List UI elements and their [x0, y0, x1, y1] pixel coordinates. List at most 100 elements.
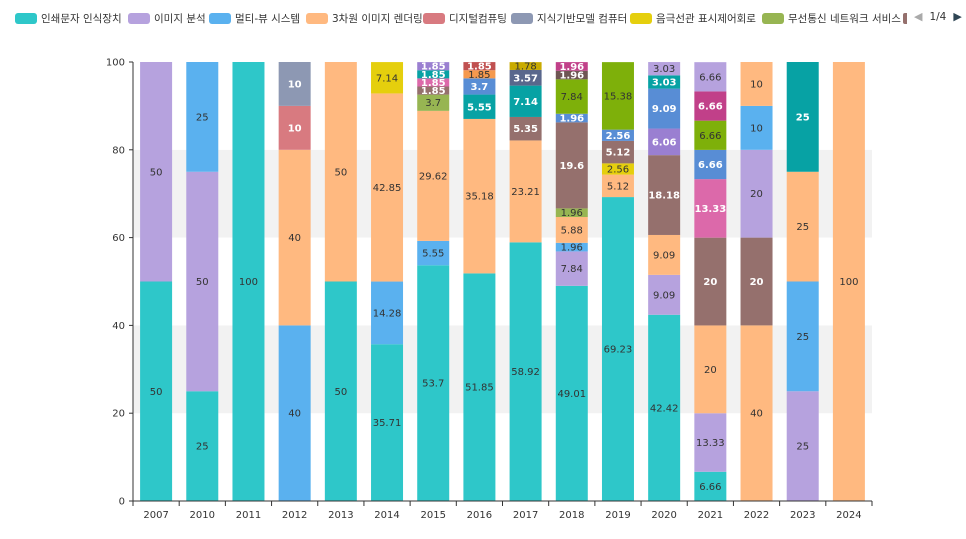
- bar-value-label: 1.85: [421, 78, 446, 89]
- legend-item[interactable]: 무선통신 네트워크 서비스: [762, 10, 901, 26]
- bar-value-label: 3.03: [652, 77, 677, 88]
- bar-value-label: 7.84: [561, 92, 583, 103]
- bar-segment: [648, 88, 681, 129]
- bar-segment: [648, 155, 681, 235]
- bar-value-label: 3.57: [513, 73, 538, 84]
- bar-value-label: 3.7: [471, 82, 489, 93]
- legend-item[interactable]: 멀티-뷰 시스템: [209, 10, 300, 26]
- bar-value-label: 3.7: [425, 98, 441, 109]
- legend-item[interactable]: 음극선관 표시제어회로: [630, 10, 756, 26]
- bar-segment: [555, 79, 588, 114]
- bar-segment: [786, 281, 819, 392]
- legend-item[interactable]: 인쇄문자 인식장치: [15, 10, 122, 26]
- bar-segment: [694, 120, 727, 150]
- bar-value-label: 25: [796, 332, 809, 343]
- bar-value-label: 100: [239, 277, 258, 288]
- bar-segment: [648, 314, 681, 501]
- legend-swatch: [423, 12, 445, 24]
- bar-value-label: 1.96: [561, 243, 583, 254]
- bar-segment: [740, 237, 773, 326]
- bar-segment: [555, 113, 588, 123]
- bar-segment: [694, 179, 727, 238]
- y-tick-label: 0: [119, 497, 125, 508]
- bar-segment: [186, 62, 219, 172]
- y-tick-label: 40: [112, 321, 125, 332]
- bar-segment: [601, 163, 634, 175]
- bar-value-label: 5.55: [467, 102, 492, 113]
- bar-segment: [509, 85, 542, 117]
- bar-segment: [832, 62, 865, 501]
- bar-segment: [371, 62, 404, 94]
- bar-value-label: 25: [796, 222, 809, 233]
- bar-value-label: 7.84: [561, 264, 583, 275]
- bar-value-label: 51.85: [465, 383, 494, 394]
- bar-value-label: 6.66: [699, 72, 721, 83]
- bar-value-label: 35.71: [373, 418, 402, 429]
- x-tick-label: 2019: [605, 510, 630, 521]
- bar-segment: [509, 242, 542, 502]
- pager-next-icon[interactable]: ▶: [953, 10, 962, 23]
- bar-segment: [417, 78, 450, 87]
- legend-item[interactable]: 디지털컴퓨팅: [423, 10, 507, 26]
- x-tick-label: 2011: [236, 510, 261, 521]
- bar-segment: [648, 75, 681, 89]
- bar-segment: [740, 325, 773, 501]
- bar-segment: [694, 413, 727, 472]
- x-tick-label: 2016: [467, 510, 492, 521]
- bar-segment: [555, 62, 588, 71]
- bar-segment: [648, 274, 681, 315]
- bar-segment: [463, 62, 496, 71]
- bar-value-label: 6.66: [699, 482, 721, 493]
- bar-value-label: 10: [288, 123, 302, 134]
- bar-segment: [555, 251, 588, 286]
- legend-swatch: [762, 12, 784, 24]
- bar-value-label: 2.56: [606, 131, 631, 142]
- bar-value-label: 6.06: [652, 137, 677, 148]
- bar-segment: [417, 62, 450, 71]
- bar-segment: [324, 62, 357, 282]
- legend-swatch: [209, 12, 231, 24]
- bar-value-label: 20: [704, 365, 717, 376]
- bar-value-label: 9.09: [653, 250, 675, 261]
- legend-swatch: [306, 12, 328, 24]
- bar-value-label: 50: [334, 167, 347, 178]
- bar-segment: [555, 285, 588, 501]
- bar-value-label: 5.12: [607, 181, 629, 192]
- x-tick-label: 2023: [790, 510, 815, 521]
- bar-value-label: 69.23: [604, 345, 633, 356]
- bar-value-label: 14.28: [373, 308, 402, 319]
- bar-value-label: 5.35: [513, 124, 538, 135]
- x-tick-label: 2015: [420, 510, 445, 521]
- legend-item[interactable]: 지식기반모델 컴퓨터: [511, 10, 627, 26]
- bar-value-label: 6.66: [699, 131, 721, 142]
- bar-value-label: 2.56: [607, 164, 629, 175]
- bar-segment: [371, 281, 404, 345]
- bar-segment: [509, 69, 542, 86]
- bar-segment: [140, 62, 173, 282]
- x-tick-label: 2013: [328, 510, 353, 521]
- bar-segment: [417, 86, 450, 95]
- bar-segment: [694, 471, 727, 501]
- pager-prev-icon[interactable]: ◀: [914, 10, 923, 23]
- bar-segment: [601, 174, 634, 198]
- bar-segment: [648, 234, 681, 275]
- bar-segment: [786, 62, 819, 172]
- legend-item[interactable]: 3차원 이미지 렌더링: [306, 10, 423, 26]
- bar-segment: [278, 62, 311, 106]
- chart-legend: 인쇄문자 인식장치 이미지 분석 멀티-뷰 시스템 3차원 이미지 렌더링 디지털컴퓨팅…: [0, 0, 966, 34]
- bar-segment: [555, 208, 588, 218]
- bar-segment: [786, 171, 819, 282]
- bar-value-label: 20: [703, 277, 717, 288]
- bar-segment: [371, 93, 404, 282]
- bar-segment: [601, 62, 634, 130]
- bar-value-label: 19.6: [559, 161, 584, 172]
- bar-value-label: 42.42: [650, 403, 679, 414]
- y-tick-label: 80: [112, 145, 125, 156]
- bar-value-label: 1.85: [421, 86, 446, 97]
- legend-item[interactable]: 이미지 분석: [128, 10, 206, 26]
- bar-segment: [509, 116, 542, 141]
- bar-value-label: 50: [150, 167, 163, 178]
- bar-value-label: 1.78: [514, 62, 536, 73]
- bar-segment: [509, 140, 542, 243]
- legend-label: 멀티-뷰 시스템: [235, 12, 301, 25]
